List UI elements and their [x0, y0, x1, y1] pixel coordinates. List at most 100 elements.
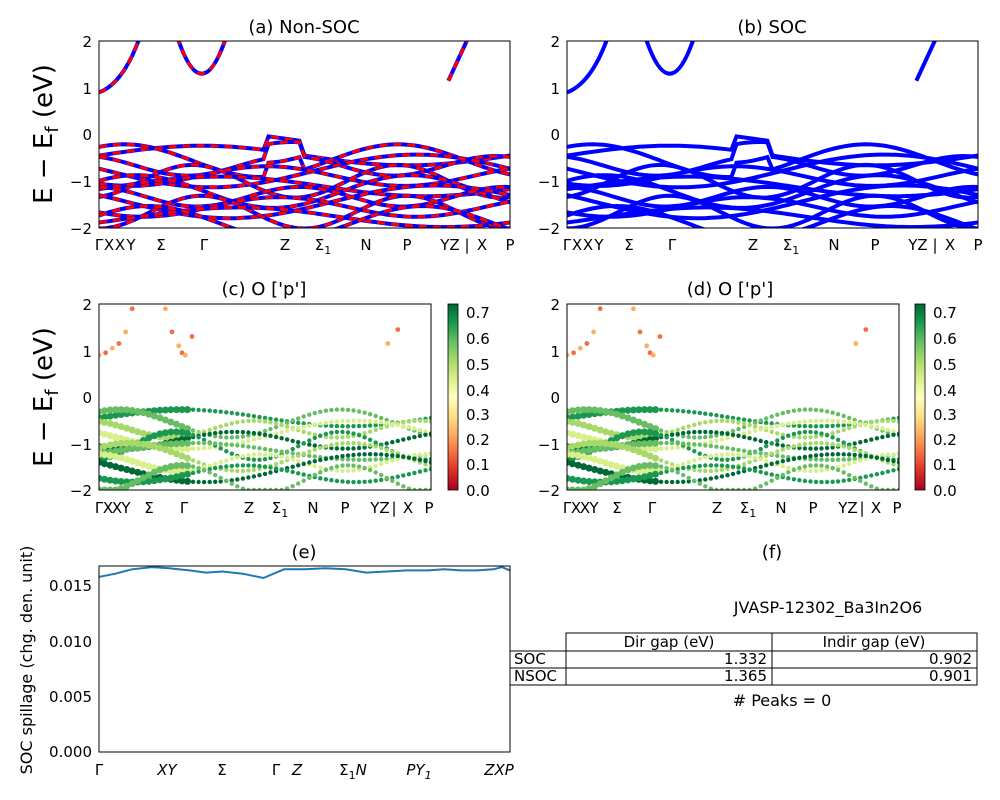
- projection-point: [730, 419, 736, 424]
- projection-point: [646, 461, 654, 469]
- projection-point: [585, 464, 593, 472]
- projection-point: [780, 472, 785, 478]
- projection-point: [629, 406, 637, 414]
- projection-point: [334, 407, 340, 412]
- projection-point: [574, 476, 582, 484]
- projection-point: [613, 434, 621, 442]
- projection-point: [752, 424, 758, 429]
- projection-point: [664, 407, 669, 413]
- svg-text:|: |: [932, 236, 937, 254]
- projection-point: [769, 421, 774, 426]
- projection-point: [646, 439, 654, 447]
- projection-point: [201, 479, 207, 485]
- projection-point: [835, 467, 841, 473]
- panel-c-y-ticks: 2 1 0 −1 −2: [70, 296, 92, 500]
- projection-point: [139, 474, 147, 482]
- projection-point: [373, 444, 378, 449]
- projection-point: [880, 470, 885, 476]
- band-line: [99, 164, 510, 188]
- material-id: JVASP-12302_Ba3In2O6: [733, 598, 922, 618]
- projection-point: [830, 465, 835, 471]
- header-indir-gap: Indir gap (eV): [823, 633, 926, 651]
- projection-point: [213, 425, 218, 431]
- projection-point: [675, 441, 680, 446]
- projection-point: [268, 433, 273, 438]
- projection-point: [802, 464, 808, 469]
- projection-point: [178, 423, 186, 430]
- projection-point: [351, 431, 356, 436]
- projection-point: [161, 406, 169, 414]
- projection-point: [669, 467, 675, 473]
- projection-point: [240, 412, 246, 417]
- projection-point: [830, 435, 835, 440]
- projection-point: [329, 423, 334, 429]
- projection-point: [697, 421, 702, 426]
- projection-point: [686, 424, 691, 429]
- projection-point: [647, 350, 653, 356]
- svg-text:0.010: 0.010: [49, 633, 92, 651]
- projection-point: [290, 451, 295, 456]
- projection-point: [719, 418, 725, 423]
- projection-point: [853, 341, 859, 346]
- y-axis-label-top: E − Ef (eV): [29, 64, 63, 204]
- projection-point: [156, 414, 164, 422]
- projection-point: [658, 407, 664, 412]
- projection-point: [351, 463, 356, 468]
- projection-point: [797, 419, 802, 425]
- projection-point: [207, 408, 212, 413]
- projection-point: [273, 448, 279, 453]
- projection-point: [390, 458, 395, 463]
- projection-point: [362, 435, 367, 440]
- projection-point: [675, 479, 680, 485]
- projection-point: [318, 465, 323, 470]
- colorbar-c-ticks: 0.7 0.6 0.5 0.4 0.3 0.2 0.1 0.0: [466, 304, 490, 500]
- projection-point: [835, 479, 841, 484]
- projection-point: [390, 440, 395, 445]
- projection-point: [797, 478, 802, 483]
- svg-text:XY: XY: [156, 761, 178, 779]
- projection-point: [112, 453, 120, 461]
- projection-point: [708, 453, 714, 459]
- projection-point: [880, 426, 885, 431]
- projection-point: [880, 487, 885, 490]
- projection-point: [808, 453, 813, 459]
- projection-point: [802, 407, 808, 412]
- projection-point: [178, 406, 186, 414]
- projection-point: [290, 484, 295, 489]
- projection-point: [758, 446, 763, 452]
- projection-point: [802, 446, 808, 451]
- projection-point: [797, 423, 802, 429]
- projection-point: [841, 478, 846, 483]
- projection-point: [307, 442, 312, 447]
- projection-point: [340, 429, 345, 435]
- projection-point: [641, 450, 648, 458]
- panel-f-title: (f): [762, 542, 782, 563]
- projection-point: [428, 419, 431, 424]
- projection-point: [863, 481, 868, 486]
- projection-point: [173, 428, 180, 436]
- projection-point: [329, 465, 334, 471]
- projection-point: [797, 465, 802, 471]
- projection-point: [708, 443, 714, 449]
- projection-point: [769, 424, 774, 430]
- projection-point: [652, 462, 659, 470]
- projection-point: [117, 454, 125, 462]
- projection-point: [167, 448, 175, 456]
- svg-text:Y: Y: [120, 499, 131, 517]
- projection-point: [116, 341, 122, 346]
- projection-point: [686, 479, 691, 484]
- projection-point: [569, 407, 576, 415]
- panel-e-frame: [98, 565, 511, 753]
- projection-point: [736, 426, 741, 432]
- projection-point: [323, 444, 329, 449]
- projection-point: [813, 463, 819, 468]
- projection-point: [235, 443, 240, 448]
- projection-point: [764, 440, 769, 445]
- projection-point: [224, 422, 229, 427]
- projection-point: [318, 470, 323, 475]
- projection-point: [830, 452, 835, 457]
- panel-c-title: (c) O ['p']: [222, 279, 307, 300]
- svg-text:|: |: [391, 499, 396, 517]
- projection-point: [224, 429, 229, 435]
- projection-point: [708, 476, 714, 481]
